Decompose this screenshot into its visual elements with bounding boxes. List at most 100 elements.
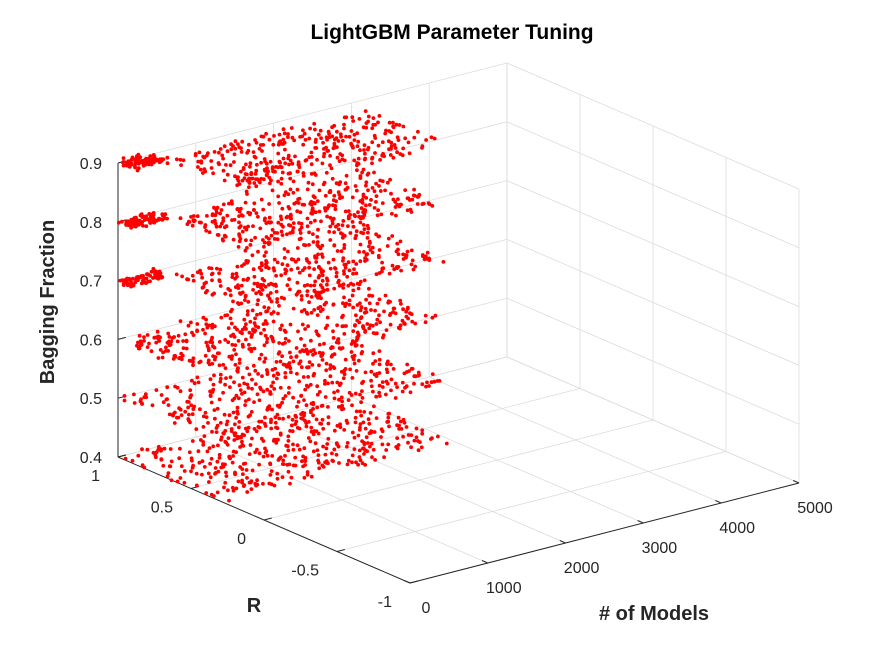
scatter-point xyxy=(331,146,336,151)
scatter-point xyxy=(360,396,365,400)
scatter-point xyxy=(269,299,274,304)
scatter-point xyxy=(151,276,155,280)
scatter-point xyxy=(213,324,217,329)
scatter-point xyxy=(363,370,368,375)
scatter-point xyxy=(379,435,383,439)
scatter-point xyxy=(261,134,266,139)
scatter-point xyxy=(361,192,366,197)
scatter-point xyxy=(330,451,334,456)
scatter-point xyxy=(161,157,166,162)
scatter-point xyxy=(380,179,385,184)
scatter-point xyxy=(307,300,311,305)
scatter-point xyxy=(142,218,147,223)
scatter-point xyxy=(304,257,309,261)
scatter-point xyxy=(324,368,329,373)
scatter-point xyxy=(408,311,412,315)
scatter-point xyxy=(275,412,280,417)
scatter-point xyxy=(274,441,279,445)
scatter-point xyxy=(373,136,378,140)
scatter-point xyxy=(412,187,416,192)
scatter-point xyxy=(315,157,319,162)
scatter-point xyxy=(350,460,354,465)
scatter-point xyxy=(259,436,264,441)
scatter-point xyxy=(350,115,355,120)
scatter-point xyxy=(230,485,235,490)
scatter-point xyxy=(373,122,377,127)
scatter-point xyxy=(210,390,215,394)
scatter-point xyxy=(289,213,293,218)
scatter-point xyxy=(370,294,375,298)
scatter-point xyxy=(395,150,399,155)
scatter-point xyxy=(284,215,289,220)
scatter-point xyxy=(396,415,401,420)
grid-line xyxy=(506,180,800,307)
scatter-point xyxy=(338,196,342,201)
scatter-point xyxy=(399,268,403,273)
scatter-point xyxy=(194,483,199,488)
scatter-point xyxy=(245,476,249,480)
scatter-point xyxy=(232,160,236,164)
scatter-point xyxy=(346,260,351,265)
scatter-point xyxy=(243,403,248,407)
scatter-point xyxy=(216,443,220,448)
scatter-point xyxy=(424,138,428,142)
scatter-point xyxy=(384,379,389,384)
scatter-point xyxy=(427,202,432,207)
scatter-point xyxy=(136,346,141,351)
scatter-point xyxy=(242,433,247,438)
scatter-point xyxy=(266,242,271,247)
scatter-point xyxy=(172,421,177,425)
scatter-point xyxy=(297,289,302,294)
scatter-point xyxy=(299,236,303,241)
scatter-point xyxy=(414,426,419,431)
scatter-point xyxy=(197,460,202,465)
scatter-point xyxy=(217,150,221,155)
scatter-point xyxy=(282,256,287,260)
scatter-point xyxy=(383,131,388,136)
scatter-point xyxy=(268,159,273,164)
scatter-point xyxy=(341,138,345,143)
scatter-point xyxy=(280,262,285,267)
scatter-point xyxy=(276,194,281,199)
scatter-point xyxy=(377,371,382,375)
scatter-point xyxy=(326,415,331,420)
scatter-point xyxy=(165,161,170,166)
scatter-point xyxy=(366,147,370,152)
scatter-point xyxy=(178,407,183,412)
scatter-point xyxy=(295,209,300,214)
scatter-point xyxy=(309,162,314,167)
scatter-point xyxy=(349,350,354,354)
scatter-point xyxy=(227,413,232,418)
scatter-point xyxy=(273,169,277,174)
scatter-point xyxy=(364,203,368,208)
scatter-point xyxy=(254,291,258,296)
scatter-point xyxy=(137,333,142,338)
scatter-point xyxy=(233,146,238,151)
scatter-point xyxy=(208,475,213,480)
scatter-point xyxy=(228,293,233,298)
scatter-point xyxy=(253,382,258,386)
scatter-point xyxy=(253,138,257,142)
scatter-point xyxy=(262,343,267,348)
scatter-point xyxy=(254,168,259,173)
scatter-point xyxy=(245,312,250,317)
scatter-point xyxy=(135,220,140,225)
scatter-point xyxy=(317,342,322,347)
y-tick-label: -0.5 xyxy=(291,563,319,580)
scatter-point xyxy=(190,223,195,228)
scatter-point xyxy=(240,375,245,380)
scatter-point xyxy=(362,452,366,456)
scatter-point xyxy=(236,339,241,343)
scatter-point xyxy=(174,157,179,162)
scatter-point xyxy=(265,321,269,326)
scatter-point xyxy=(335,323,339,328)
scatter-point xyxy=(377,297,382,302)
scatter-point xyxy=(432,379,437,384)
scatter-point xyxy=(257,179,262,184)
scatter-point xyxy=(386,236,391,241)
scatter-point xyxy=(291,447,296,452)
scatter-point xyxy=(444,441,449,446)
scatter-point xyxy=(420,144,425,149)
scatter-point xyxy=(285,283,290,288)
scatter-point xyxy=(191,278,196,283)
